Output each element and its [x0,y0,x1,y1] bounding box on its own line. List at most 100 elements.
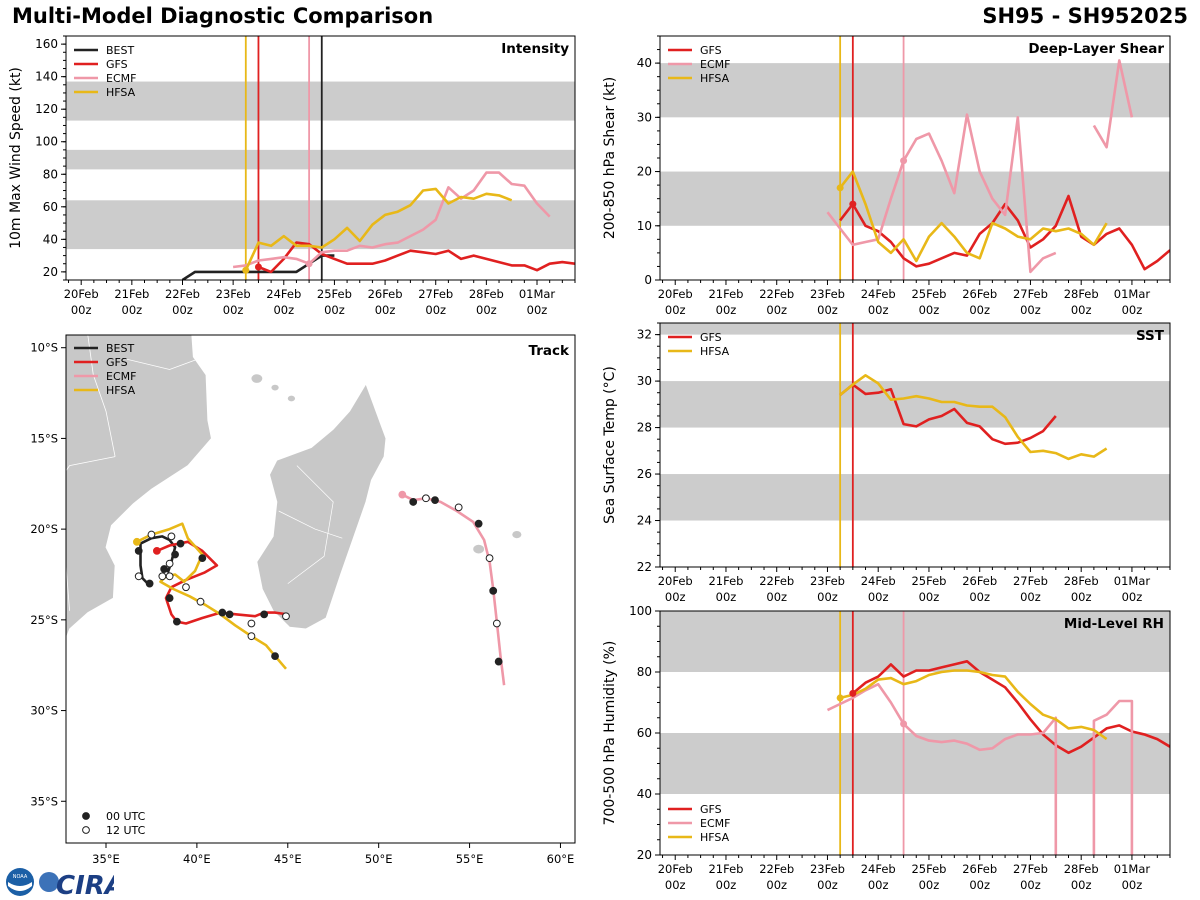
intensity-band-1 [66,149,575,170]
track-point-gfs [172,617,181,626]
shear-ytick-label: 0 [644,273,652,287]
africa-landmass [66,335,212,640]
shear-legend-label-ecmf: ECMF [700,58,730,71]
intensity-band-0 [66,200,575,250]
intensity-xtick-label: 00z [324,303,345,317]
intensity-xtick-label: 28Feb [469,287,504,301]
shear-chart: 0 10 20 30 40 20Feb 00z 21Feb 00z 22Feb 00z 23Feb 00… [602,35,1171,317]
shear-band-1 [660,63,1170,118]
track-point-ecmf [494,657,503,666]
rh-xtick-label: 00z [919,878,940,892]
track-point-gfs [218,608,227,617]
sst-band-0 [660,474,1170,521]
island-3 [473,544,485,554]
shear-series-hfsa [839,170,1108,263]
shear-xtick-label: 00z [665,303,686,317]
track-point-best [158,572,167,581]
intensity-series-ecmf [232,171,551,269]
track-point-ecmf [474,519,483,528]
track-legend-label-best: BEST [106,342,134,355]
island-1 [271,384,279,391]
madagascar-landmass [256,383,387,630]
track-title: Track [529,343,570,359]
rh-xtick-label: 00z [969,878,990,892]
sst-xtick-label: 27Feb [1013,574,1048,588]
track-ytick-label: 20°S [30,522,58,536]
track-point-best [167,532,176,541]
intensity-xtick-label: 24Feb [266,287,301,301]
shear-xtick-label: 27Feb [1013,287,1048,301]
intensity-xtick-label: 01Mar [519,287,556,301]
cira-logo: NOAA CIRA [6,868,114,898]
track-point-gfs [282,612,290,621]
track-chart: 35°E 40°E 45°E 50°E 55°E 60°E 10°S 15°S 20°S 25°S… [30,334,576,866]
track-point-ecmf [485,554,494,563]
track-xtick-label: 55°E [456,852,484,866]
sst-xtick-label: 00z [1122,590,1143,604]
rh-xtick-label: 27Feb [1013,862,1048,876]
track-point-best [147,530,156,539]
rh-marker-ecmf [900,720,908,728]
shear-marker-ecmf [900,157,908,165]
shear-xtick-label: 23Feb [810,287,845,301]
sst-xtick-label: 00z [716,590,737,604]
shear-xtick-label: 24Feb [861,287,896,301]
rh-xtick-label: 21Feb [708,862,743,876]
track-xtick-label: 45°E [274,852,302,866]
madagascar-border-0 [287,465,334,584]
intensity-marker-gfs [254,263,262,271]
intensity-ytick-label: 140 [35,70,58,84]
rh-legend-label-ecmf: ECMF [700,817,730,830]
track-marker-legend-symbol [82,826,90,834]
rh-series-gfs [851,660,1170,755]
track-point-hfsa [132,537,141,546]
rh-xtick-label: 22Feb [759,862,794,876]
sst-xtick-label: 01Mar [1114,574,1151,588]
intensity-series-group [181,171,575,280]
border-line-2 [66,565,70,611]
intensity-xtick-label: 00z [223,303,244,317]
rh-xtick-label: 28Feb [1064,862,1099,876]
shear-xtick-label: 00z [969,303,990,317]
track-point-gfs [152,547,161,555]
rh-xtick-label: 23Feb [810,862,845,876]
track-marker-legend-label: 12 UTC [106,824,146,837]
cira-logo-text: CIRA [56,871,114,898]
rh-ytick-label: 20 [637,848,652,862]
sst-xtick-label: 00z [969,590,990,604]
globe-icon [39,872,59,892]
intensity-xtick-label: 25Feb [317,287,352,301]
shear-xtick-label: 00z [817,303,838,317]
shear-xtick-label: 01Mar [1114,287,1151,301]
sst-xtick-label: 25Feb [911,574,946,588]
intensity-marker-ecmf [305,260,313,268]
track-ytick-label: 15°S [30,431,58,445]
track-line-hfsa [136,522,287,670]
track-point-hfsa [165,572,174,581]
shear-ylabel: 200-850 hPa Shear (kt) [602,77,618,239]
track-ytick-label: 25°S [30,613,58,627]
track-point-gfs [198,554,207,563]
rh-xtick-label: 26Feb [962,862,997,876]
shear-xtick-label: 00z [1071,303,1092,317]
track-point-best [171,550,179,559]
intensity-xtick-label: 00z [71,303,92,317]
rh-legend-label-hfsa: HFSA [700,831,730,844]
rh-ylabel: 700-500 hPa Humidity (%) [602,641,618,826]
sst-xtick-label: 24Feb [861,574,896,588]
rh-xtick-label: 24Feb [861,862,896,876]
sst-series-hfsa [839,374,1108,461]
sst-xtick-label: 00z [1071,590,1092,604]
sst-xtick-label: 00z [665,590,686,604]
rh-series-ecmf [826,682,1134,855]
track-point-ecmf [431,496,439,505]
intensity-ytick-label: 80 [43,167,58,181]
shear-title: Deep-Layer Shear [1028,41,1164,57]
rh-ytick-label: 100 [629,604,652,618]
rh-xtick-label: 00z [1122,878,1143,892]
track-xtick-label: 50°E [365,852,393,866]
sst-series-group [839,374,1108,461]
shear-ytick-label: 10 [637,219,652,233]
rh-xtick-label: 20Feb [658,862,693,876]
